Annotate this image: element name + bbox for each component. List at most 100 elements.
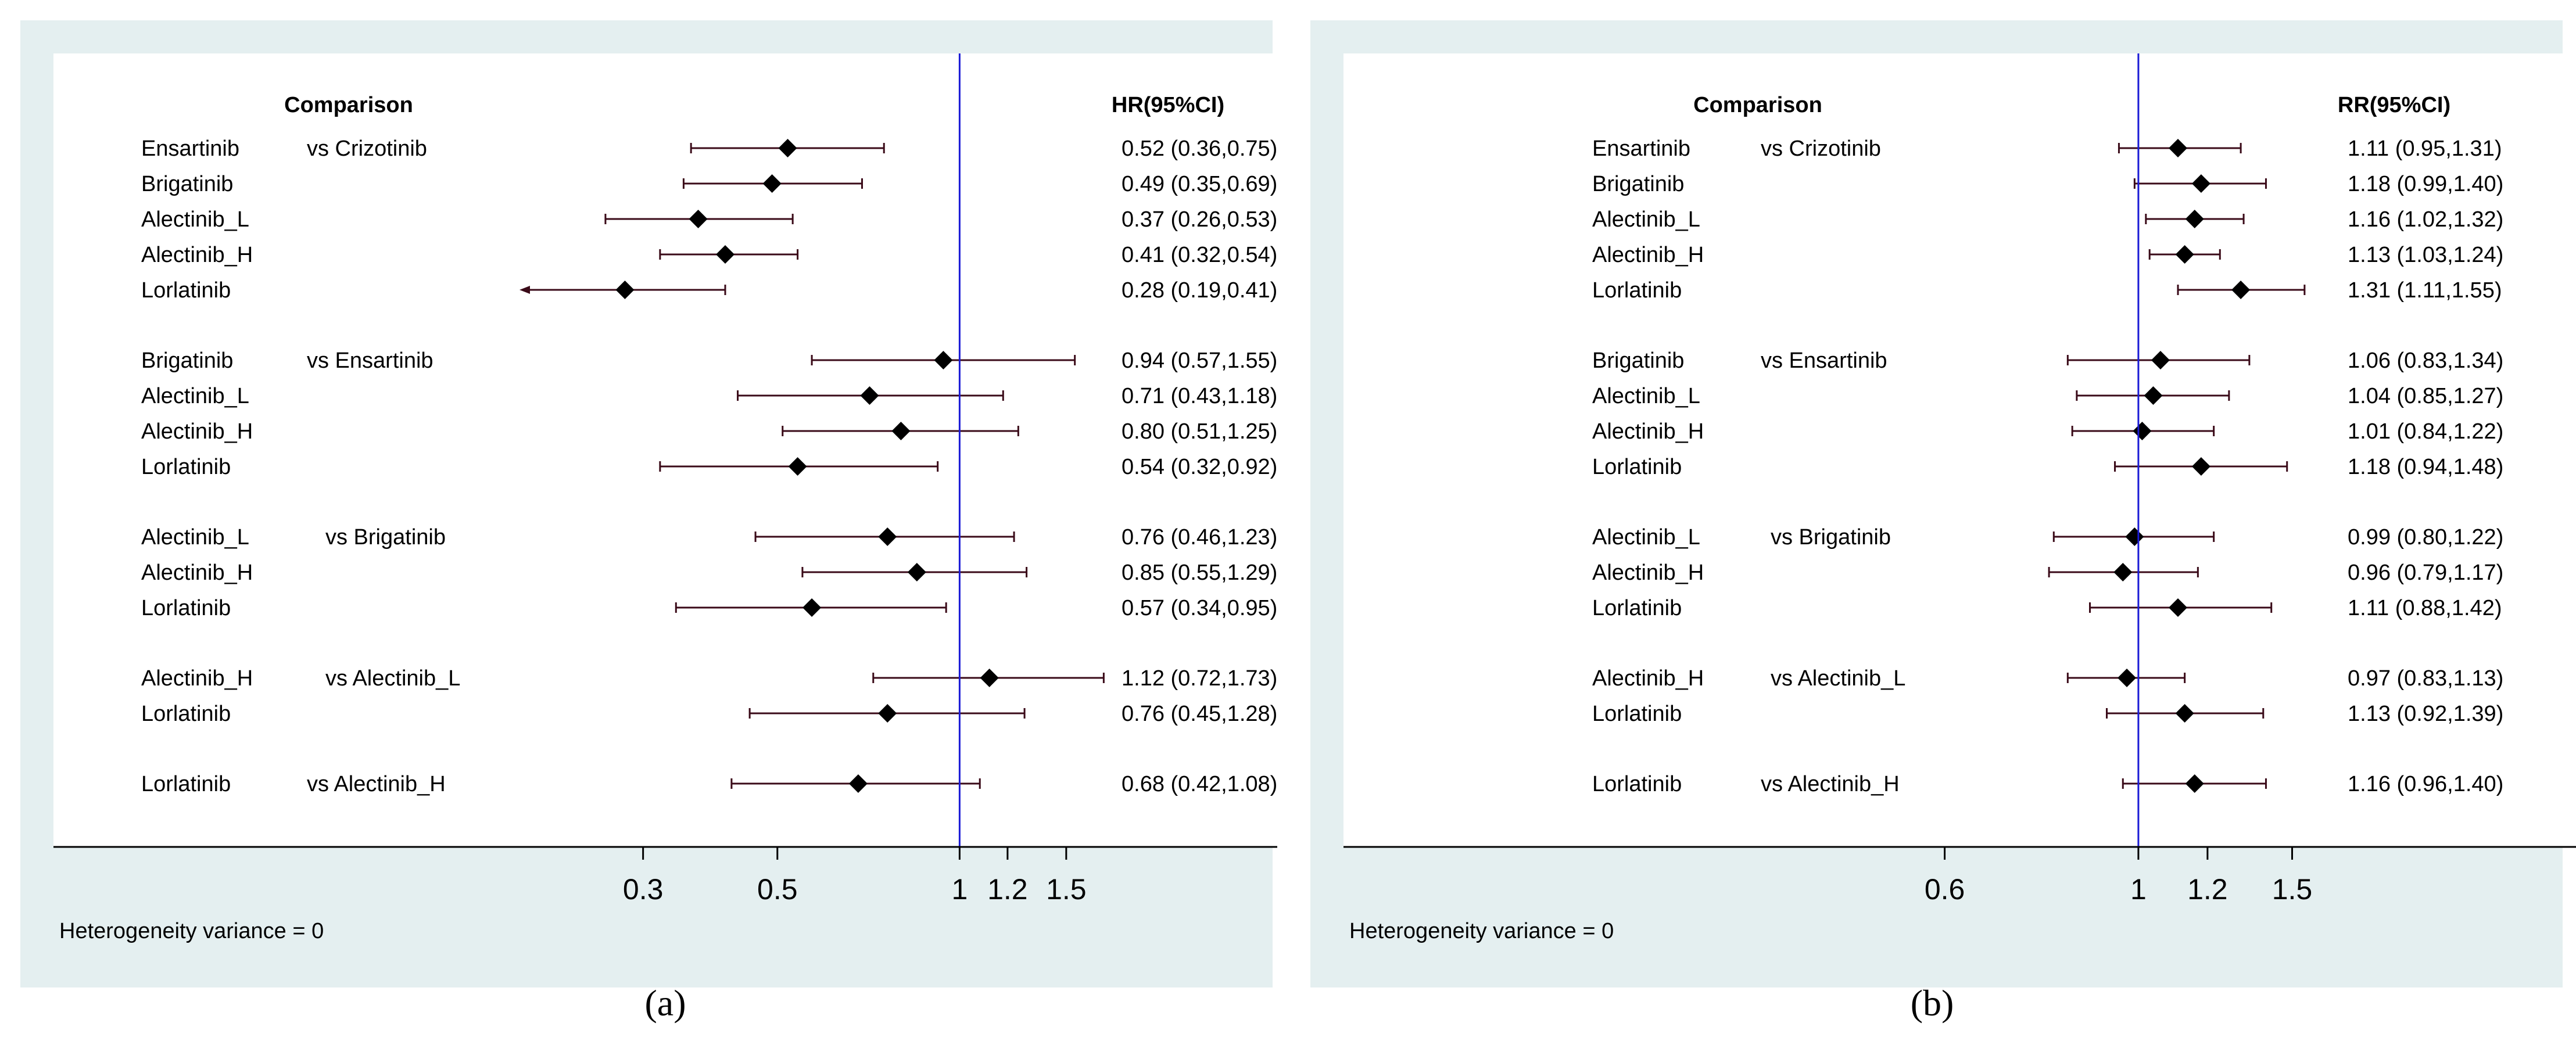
estimate-ci-label: 1.01 (0.84,1.22): [2348, 419, 2503, 444]
estimate-ci-label: 0.94 (0.57,1.55): [1122, 349, 1277, 373]
comparison-header: Comparison: [1693, 93, 1822, 117]
estimate-ci-label: 1.13 (0.92,1.39): [2348, 702, 2503, 726]
estimate-ci-label: 0.99 (0.80,1.22): [2348, 525, 2503, 550]
reference-label: vs Ensartinib: [307, 349, 433, 373]
estimate-ci-label: 1.11 (0.88,1.42): [2348, 596, 2502, 620]
point-estimate-marker: [907, 563, 926, 581]
treatment-label: Alectinib_H: [1592, 666, 1704, 691]
treatment-label: Lorlatinib: [141, 455, 231, 479]
point-estimate-marker: [891, 422, 911, 440]
point-estimate-marker: [2185, 774, 2204, 793]
x-tick-label: 0.5: [757, 873, 798, 906]
point-estimate-marker: [934, 351, 953, 369]
x-tick-label: 1.5: [2272, 873, 2313, 906]
point-estimate-marker: [2113, 563, 2133, 581]
treatment-label: Lorlatinib: [1592, 278, 1682, 303]
estimate-ci-label: 1.06 (0.83,1.34): [2348, 349, 2503, 373]
panel-a-forest-plot: Comparison HR(95%CI) Ensartinib vs Crizotin…: [20, 20, 1277, 987]
estimate-ci-label: 0.80 (0.51,1.25): [1122, 419, 1277, 444]
reference-label: vs Ensartinib: [1761, 349, 1887, 373]
effect-header: RR(95%CI): [2338, 93, 2450, 117]
treatment-label: Lorlatinib: [141, 596, 231, 620]
x-tick-label: 1: [2130, 873, 2147, 906]
treatment-label: Alectinib_H: [1592, 419, 1704, 444]
treatment-label: Alectinib_L: [1592, 207, 1700, 232]
point-estimate-marker: [2185, 210, 2204, 228]
point-estimate-marker: [715, 245, 735, 264]
estimate-ci-label: 0.41 (0.32,0.54): [1122, 243, 1277, 267]
point-estimate-marker: [788, 457, 807, 476]
treatment-label: Ensartinib: [1592, 137, 1690, 161]
x-tick-label: 0.3: [623, 873, 664, 906]
heterogeneity-footnote: Heterogeneity variance = 0: [59, 919, 324, 943]
treatment-label: Brigatinib: [141, 172, 233, 196]
treatment-label: Alectinib_L: [141, 207, 249, 232]
x-tick-label: 1: [951, 873, 968, 906]
estimate-ci-label: 0.76 (0.45,1.28): [1122, 702, 1277, 726]
point-estimate-marker: [2169, 139, 2188, 157]
panel-b-caption: (b): [1910, 982, 1954, 1024]
point-estimate-marker: [762, 174, 782, 193]
point-estimate-marker: [2175, 245, 2194, 264]
treatment-label: Alectinib_H: [1592, 561, 1704, 585]
plot-area: [1343, 53, 2576, 847]
point-estimate-marker: [2133, 422, 2152, 440]
treatment-label: Lorlatinib: [141, 702, 231, 726]
treatment-label: Lorlatinib: [141, 772, 231, 796]
heterogeneity-footnote: Heterogeneity variance = 0: [1349, 919, 1614, 943]
estimate-ci-label: 0.97 (0.83,1.13): [2348, 666, 2503, 691]
estimate-ci-label: 0.85 (0.55,1.29): [1122, 561, 1277, 585]
point-estimate-marker: [2144, 386, 2163, 405]
ci-arrow-left: [520, 286, 530, 294]
point-estimate-marker: [980, 669, 999, 687]
x-tick-label: 1.2: [987, 873, 1028, 906]
comparison-header: Comparison: [284, 93, 413, 117]
treatment-label: Brigatinib: [1592, 349, 1684, 373]
reference-label: vs Crizotinib: [1761, 137, 1881, 161]
reference-label: vs Alectinib_L: [1771, 666, 1905, 691]
reference-label: vs Crizotinib: [307, 137, 427, 161]
treatment-label: Lorlatinib: [1592, 702, 1682, 726]
estimate-ci-label: 0.68 (0.42,1.08): [1122, 772, 1277, 796]
point-estimate-marker: [878, 527, 897, 546]
estimate-ci-label: 0.54 (0.32,0.92): [1122, 455, 1277, 479]
point-estimate-marker: [802, 598, 822, 617]
plot-area: [53, 53, 1277, 847]
point-estimate-marker: [2191, 174, 2210, 193]
point-estimate-marker: [848, 774, 868, 793]
estimate-ci-label: 0.76 (0.46,1.23): [1122, 525, 1277, 550]
point-estimate-marker: [2231, 281, 2251, 299]
point-estimate-marker: [2151, 351, 2170, 369]
point-estimate-marker: [2169, 598, 2188, 617]
estimate-ci-label: 0.96 (0.79,1.17): [2348, 561, 2503, 585]
treatment-label: Alectinib_L: [141, 525, 249, 550]
estimate-ci-label: 0.49 (0.35,0.69): [1122, 172, 1277, 196]
reference-label: vs Alectinib_H: [1761, 772, 1900, 796]
treatment-label: Lorlatinib: [1592, 596, 1682, 620]
treatment-label: Lorlatinib: [141, 278, 231, 303]
treatment-label: Brigatinib: [1592, 172, 1684, 196]
x-tick-label: 1.5: [1046, 873, 1087, 906]
effect-header: HR(95%CI): [1112, 93, 1224, 117]
treatment-label: Alectinib_L: [1592, 384, 1700, 408]
treatment-label: Lorlatinib: [1592, 772, 1682, 796]
point-estimate-marker: [860, 386, 879, 405]
reference-label: vs Brigatinib: [325, 525, 446, 550]
estimate-ci-label: 1.18 (0.94,1.48): [2348, 455, 2503, 479]
estimate-ci-label: 1.31 (1.11,1.55): [2348, 278, 2502, 303]
reference-label: vs Alectinib_L: [325, 666, 460, 691]
point-estimate-marker: [2191, 457, 2210, 476]
treatment-label: Alectinib_H: [1592, 243, 1704, 267]
panel-a-caption: (a): [644, 982, 686, 1024]
estimate-ci-label: 0.37 (0.26,0.53): [1122, 207, 1277, 232]
point-estimate-marker: [615, 281, 635, 299]
reference-label: vs Alectinib_H: [307, 772, 446, 796]
panel-b-forest-plot: Comparison RR(95%CI) Ensartinib vs Crizotin…: [1310, 20, 2576, 987]
treatment-label: Alectinib_H: [141, 666, 253, 691]
estimate-ci-label: 1.18 (0.99,1.40): [2348, 172, 2503, 196]
estimate-ci-label: 1.11 (0.95,1.31): [2348, 137, 2502, 161]
point-estimate-marker: [878, 704, 897, 723]
x-tick-label: 1.2: [2187, 873, 2228, 906]
treatment-label: Lorlatinib: [1592, 455, 1682, 479]
